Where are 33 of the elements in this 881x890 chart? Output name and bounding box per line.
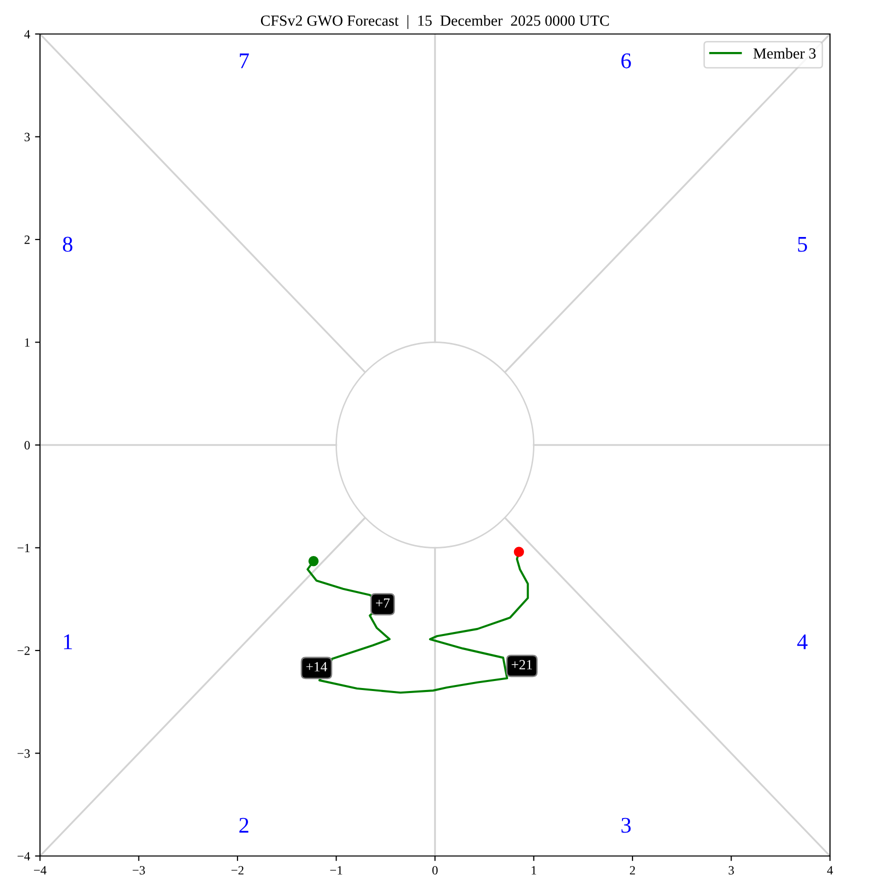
chart-title: CFSv2 GWO Forecast | 15 December 2025 0000 UTC xyxy=(260,15,609,29)
y-tick-label: −4 xyxy=(18,852,30,860)
annotation: +7 xyxy=(376,598,390,608)
x-tick-label: −3 xyxy=(132,866,145,875)
x-tick-label: 3 xyxy=(728,866,734,875)
annotation: 1 xyxy=(64,634,72,650)
y-tick-label: 2 xyxy=(24,236,30,244)
y-tick-label: −3 xyxy=(18,749,30,758)
x-tick-label: −1 xyxy=(330,866,342,874)
annotation: +14 xyxy=(306,662,328,672)
point xyxy=(514,546,524,557)
annotation: 8 xyxy=(62,236,72,252)
x-tick-label: −4 xyxy=(34,866,46,874)
annotation: 4 xyxy=(797,634,808,650)
y-tick-label: 4 xyxy=(24,30,30,38)
y-tick-label: −2 xyxy=(18,646,30,655)
annotation: 6 xyxy=(621,53,631,68)
x-tick-label: 4 xyxy=(827,866,833,874)
y-tick-label: 0 xyxy=(24,441,30,450)
annotation: 3 xyxy=(622,818,631,833)
y-tick-label: 3 xyxy=(24,132,30,142)
y-tick-label: −1 xyxy=(18,544,30,552)
legend-label: Member 3 xyxy=(753,48,816,59)
x-tick-label: 1 xyxy=(532,866,536,874)
x-tick-label: 2 xyxy=(630,866,635,874)
annotation: 2 xyxy=(239,818,248,833)
annotation: 7 xyxy=(240,54,249,68)
y-tick-label: 1 xyxy=(25,338,30,347)
x-tick-label: 0 xyxy=(432,866,438,875)
point xyxy=(308,556,319,566)
x-tick-label: −2 xyxy=(231,866,244,874)
annotation: 5 xyxy=(798,237,808,252)
annotation: +21 xyxy=(512,660,532,670)
